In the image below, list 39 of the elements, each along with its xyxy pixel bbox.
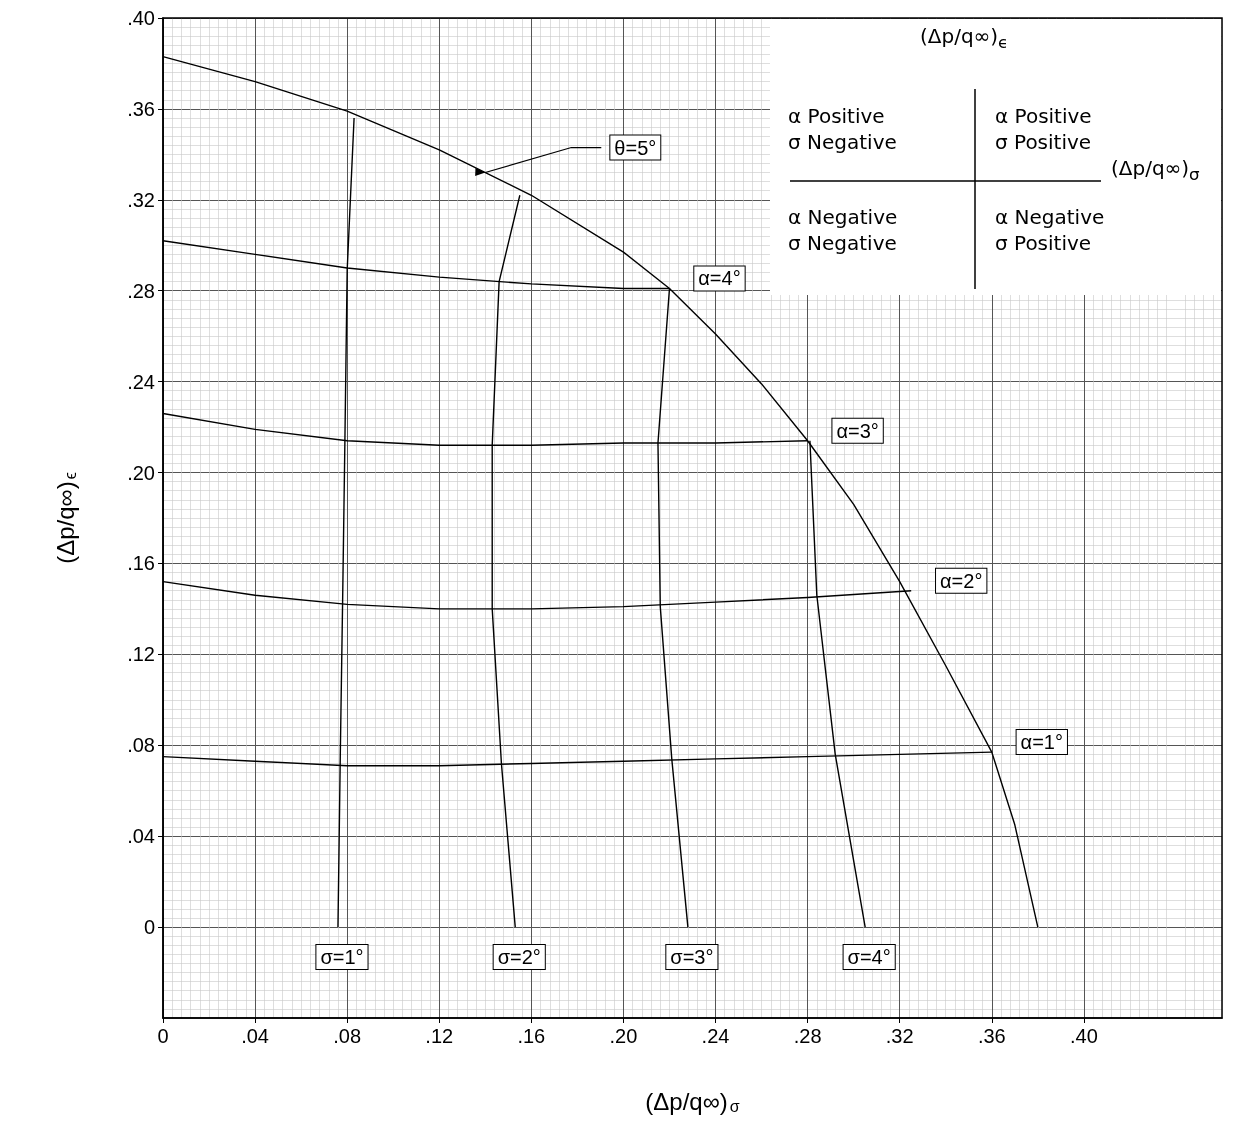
x-tick-label: .28 xyxy=(793,1025,822,1047)
annotation: α Negative σ Negative xyxy=(788,204,898,256)
x-tick-label: .40 xyxy=(1069,1025,1098,1047)
y-tick-label: .36 xyxy=(127,97,155,120)
y-tick-label: .04 xyxy=(127,825,155,848)
annotation: α Positive σ Negative xyxy=(788,103,897,155)
y-tick-label: .16 xyxy=(127,552,155,575)
annotation: σ=4° xyxy=(847,946,891,969)
x-tick-label: .04 xyxy=(241,1025,269,1047)
x-tick-label: .12 xyxy=(425,1025,454,1047)
y-tick-label: .12 xyxy=(127,643,155,666)
y-tick-label: .40 xyxy=(127,7,155,29)
y-tick-label: .20 xyxy=(127,461,155,484)
y-tick-label: .28 xyxy=(127,279,155,302)
y-tick-label: .24 xyxy=(127,370,155,393)
annotation: α=3° xyxy=(836,419,879,442)
x-tick-label: .32 xyxy=(885,1025,914,1047)
annotation: α Positive σ Positive xyxy=(995,103,1092,155)
annotation: α=4° xyxy=(698,267,741,290)
annotation: θ=5° xyxy=(614,136,657,159)
annotation: α=2° xyxy=(940,569,983,592)
x-tick-label: .24 xyxy=(701,1025,730,1047)
x-tick-label: .20 xyxy=(609,1025,638,1047)
annotation: α=1° xyxy=(1020,731,1063,754)
x-tick-label: .08 xyxy=(333,1025,362,1047)
annotation: (Δp/q∞)$_{σ}$ xyxy=(1111,155,1200,186)
x-axis-title: (Δp/q∞)σ xyxy=(645,1087,740,1115)
annotation: σ=2° xyxy=(497,946,541,969)
annotation: α Negative σ Positive xyxy=(995,204,1105,256)
x-tick-label: 0 xyxy=(157,1025,169,1047)
y-axis-title: (Δp/q∞)ϵ xyxy=(51,472,79,564)
annotation: (Δp/q∞)$_{ϵ}$ xyxy=(920,23,1009,54)
y-tick-label: .08 xyxy=(127,734,155,757)
x-tick-label: .16 xyxy=(517,1025,546,1047)
x-tick-label: .36 xyxy=(977,1025,1006,1047)
y-tick-label: .32 xyxy=(127,188,155,211)
annotation: σ=1° xyxy=(320,946,364,969)
annotation: σ=3° xyxy=(670,946,714,969)
y-tick-label: 0 xyxy=(143,916,155,939)
